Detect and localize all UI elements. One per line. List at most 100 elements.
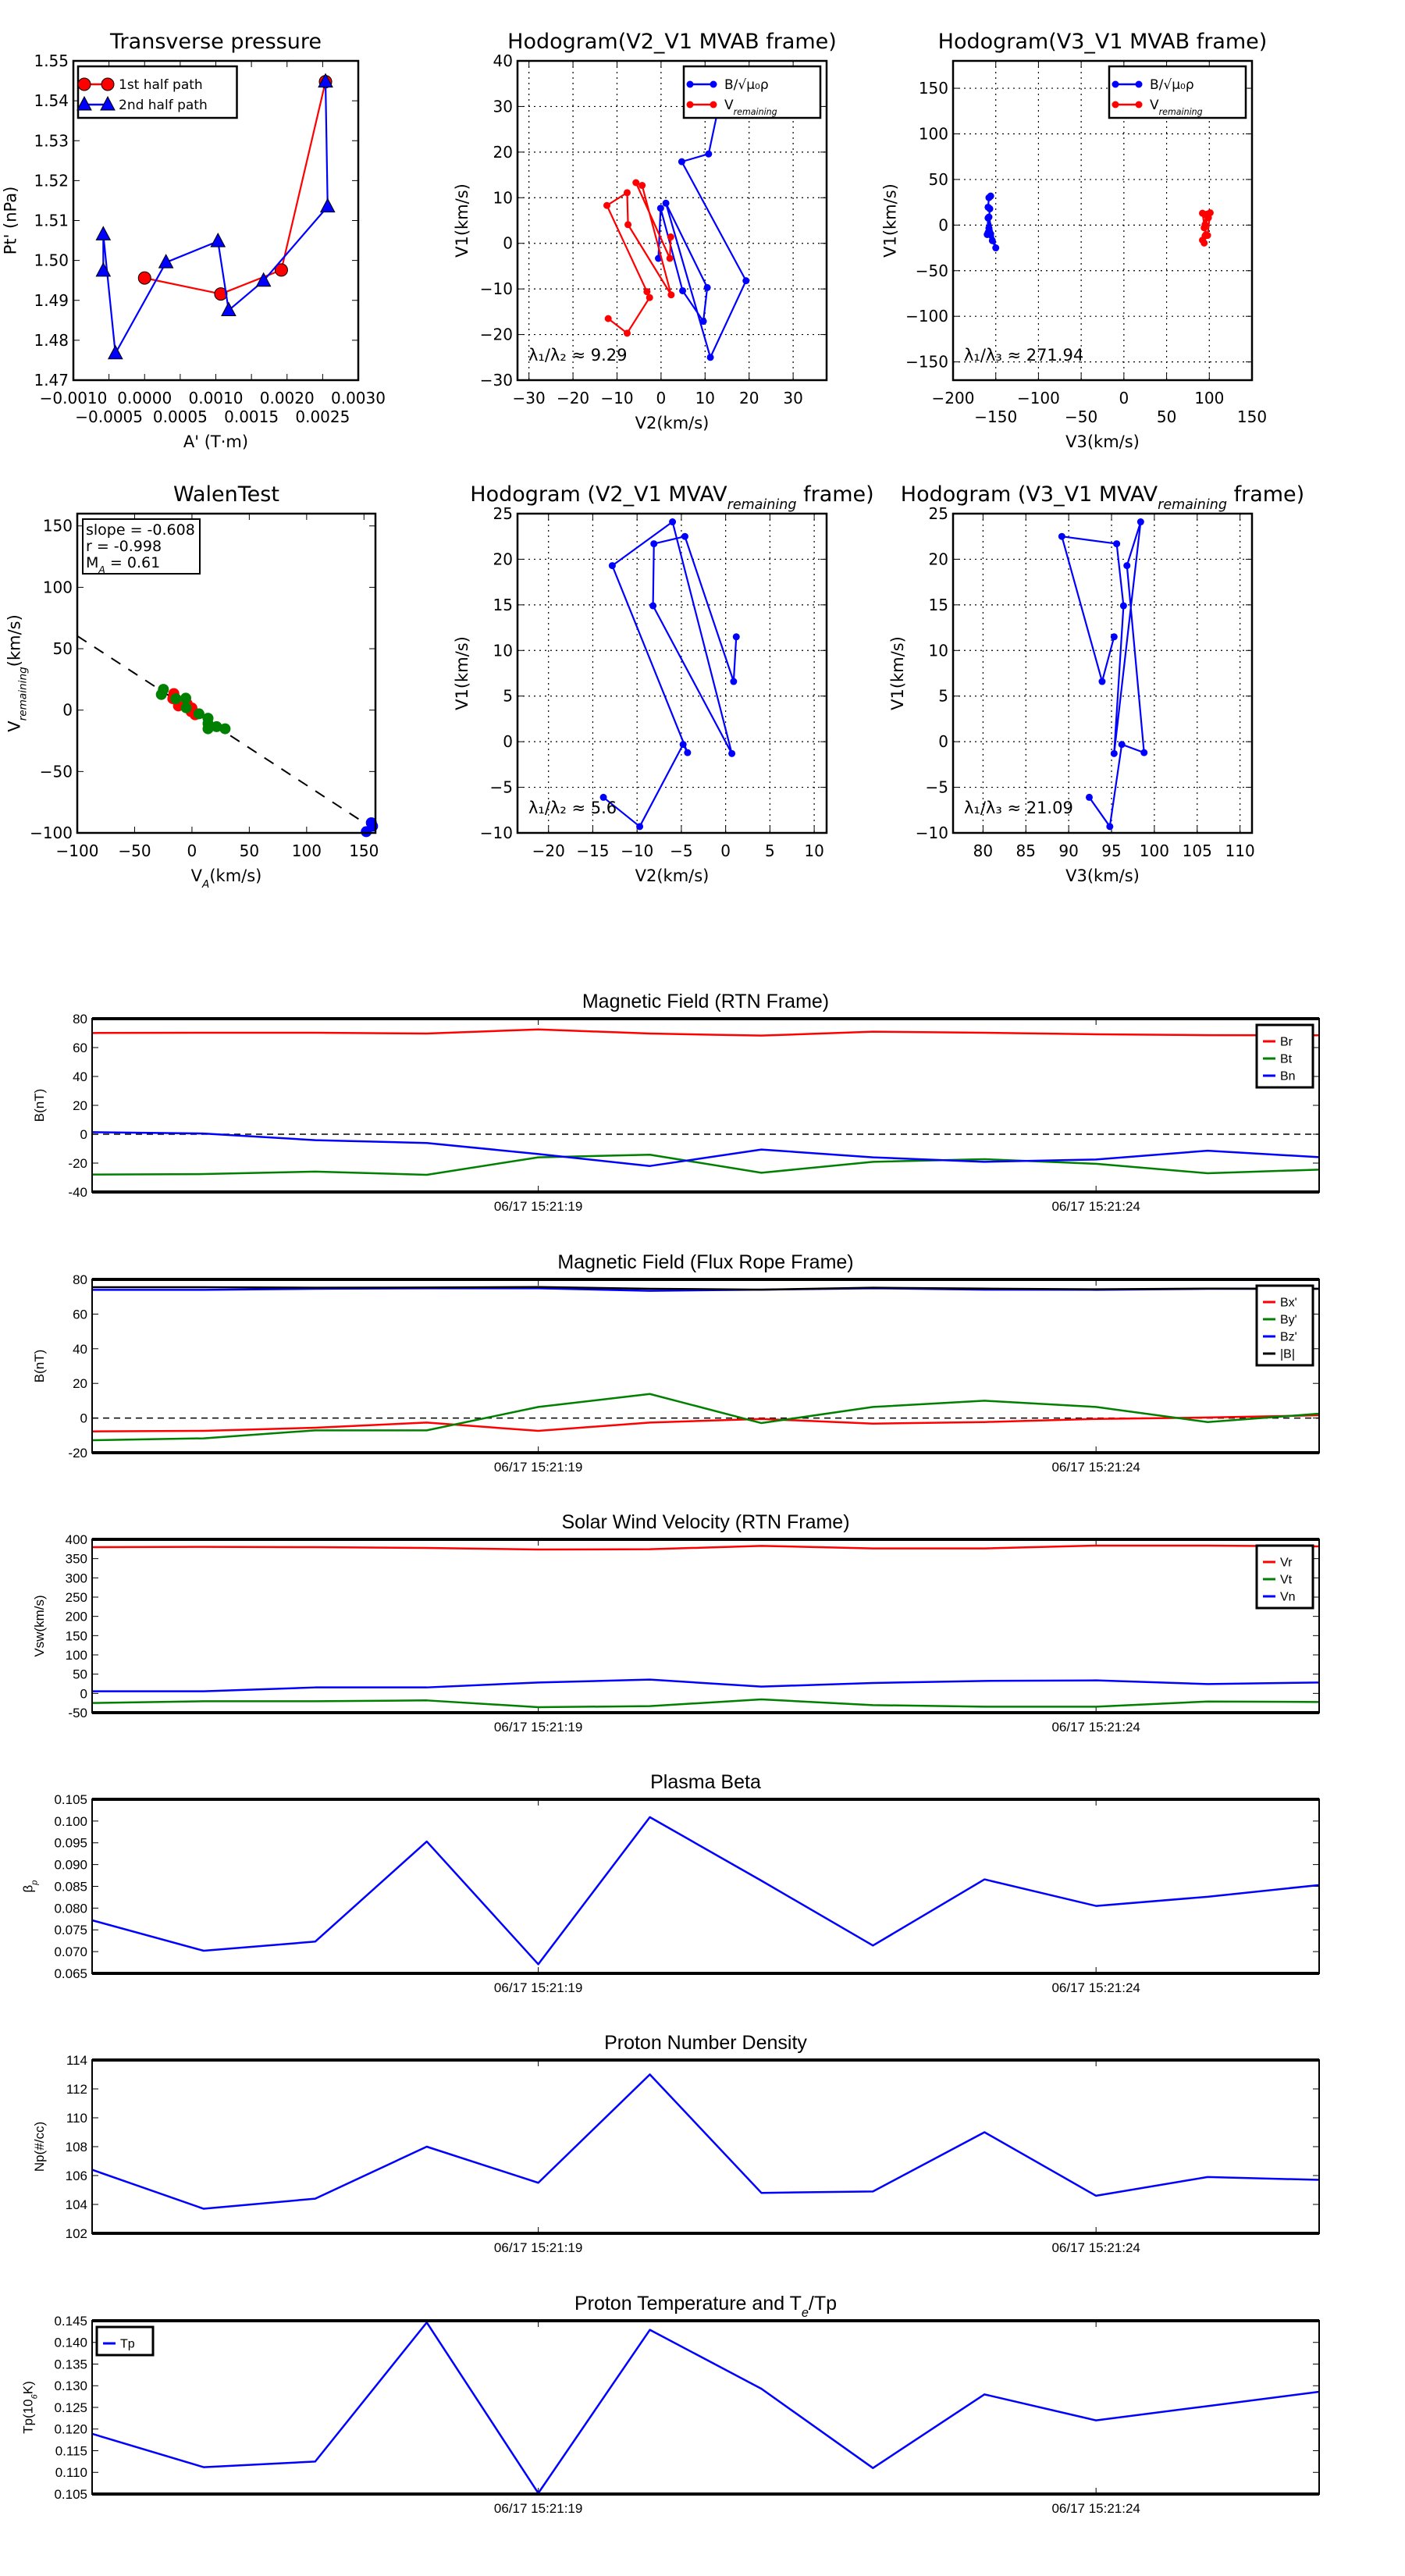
data-point <box>992 244 1000 252</box>
series-0 <box>984 192 1000 252</box>
y-axis-label: Np(#/cc) <box>32 2122 47 2172</box>
series-3 <box>92 1286 1320 1291</box>
x-tick-label: 50 <box>1157 407 1176 426</box>
data-point <box>624 221 632 229</box>
y-axis-label: V1(km/s) <box>888 636 907 710</box>
legend-marker <box>1112 101 1119 109</box>
data-point <box>1110 749 1118 757</box>
y-tick-label: 100 <box>43 578 73 596</box>
y-tick-label: 15 <box>493 596 513 614</box>
data-point <box>705 150 713 158</box>
x-tick-label: 30 <box>783 389 802 407</box>
legend-label-text: Vn <box>1280 1591 1296 1604</box>
y-tick-label: −150 <box>905 353 948 372</box>
chart-title-text: Hodogram(V3_V1 MVAB frame) <box>938 30 1268 54</box>
chart-title-suffix: frame) <box>1227 482 1304 507</box>
y-axis-label-text: Pt' (nPa) <box>1 187 20 255</box>
chart-title: Hodogram(V2_V1 MVAB frame) <box>507 30 837 54</box>
y-axis-label-text: Np(#/cc) <box>32 2122 47 2172</box>
x-axis-label-text: V <box>191 866 203 885</box>
y-tick-label: 0.130 <box>54 2379 87 2393</box>
legend-label-text: Bx' <box>1280 1297 1297 1310</box>
series-line <box>603 521 738 827</box>
y-tick-label: 0.095 <box>54 1836 87 1851</box>
y-axis-label-text: V1(km/s) <box>453 183 471 258</box>
data-point <box>732 633 740 641</box>
data-point <box>1106 823 1114 831</box>
y-axis-label: Tp(106K) <box>20 2381 39 2434</box>
legend-marker <box>686 101 694 109</box>
data-point <box>1098 678 1106 685</box>
x-tick-label: −50 <box>118 841 151 860</box>
y-tick-label: 0.110 <box>55 2465 87 2480</box>
series-line <box>91 1154 1320 1176</box>
legend-label: Tp <box>120 2338 135 2351</box>
data-point <box>210 233 226 247</box>
plot-frame <box>516 512 828 834</box>
x-tick-label: 100 <box>1194 389 1224 407</box>
data-point <box>170 693 182 705</box>
x-axis-label: A' (T·m) <box>183 432 248 451</box>
legend-box <box>1255 1544 1314 1610</box>
y-tick-label: 40 <box>493 52 513 70</box>
chart-title-subscript: remaining <box>727 497 797 513</box>
data-point <box>158 684 169 696</box>
eigenvalue-ratio-annotation: λ₁/λ₂ ≈ 9.29 <box>528 346 627 365</box>
data-point <box>669 518 677 526</box>
x-tick-label: −20 <box>557 389 589 407</box>
legend-label-text: |B| <box>1280 1348 1295 1361</box>
x-tick-label: 85 <box>1016 841 1036 860</box>
y-tick-label: 0.100 <box>54 1814 87 1829</box>
series-1 <box>91 1154 1320 1176</box>
legend-marker <box>710 101 717 109</box>
x-tick-label: 0 <box>656 389 667 407</box>
x-tick-label: 105 <box>1183 841 1212 860</box>
y-tick-label: 150 <box>66 1628 87 1643</box>
y-tick-label: 106 <box>66 2169 87 2183</box>
y-tick-label: −10 <box>480 279 513 298</box>
x-tick-label: 06/17 15:21:24 <box>1051 1460 1140 1475</box>
legend-marker <box>77 77 91 91</box>
data-point <box>699 318 707 326</box>
y-tick-label: 1.49 <box>34 291 69 310</box>
data-point <box>1200 239 1208 247</box>
legend-entry: Vt <box>1263 1574 1293 1587</box>
y-tick-label: 0 <box>938 732 948 751</box>
chart-title-subscript: remaining <box>1158 497 1227 513</box>
stats-line-text: slope = -0.608 <box>86 521 195 539</box>
x-axis-label: VA(km/s) <box>191 866 262 891</box>
legend-marker <box>710 80 717 88</box>
plot-frame <box>91 2320 1320 2495</box>
x-tick-label: 0.0025 <box>295 407 350 426</box>
y-tick-label: 80 <box>73 1012 87 1026</box>
series-0 <box>599 518 740 831</box>
y-tick-label: 0 <box>503 234 513 253</box>
solar-wind-velocity-chart: 06/17 15:21:19 06/17 15:21:24 -50 0 50 100 150… <box>32 1511 1320 1735</box>
x-tick-label: −0.0005 <box>75 407 143 426</box>
x-tick-label: 06/17 15:21:19 <box>494 1460 582 1475</box>
x-tick-label: 0.0020 <box>260 389 315 407</box>
data-point <box>137 271 151 285</box>
chart-title-text: Proton Number Density <box>604 2032 807 2054</box>
stats-line: MA = 0.61 <box>86 554 160 575</box>
x-tick-label: 95 <box>1101 841 1121 860</box>
x-tick-label: −15 <box>576 841 609 860</box>
data-point <box>666 254 674 262</box>
data-point <box>636 823 644 831</box>
y-tick-label: 0.080 <box>54 1901 87 1916</box>
y-tick-label: −10 <box>480 824 513 842</box>
y-axis-label-text: V1(km/s) <box>880 183 899 258</box>
x-tick-label: 0.0000 <box>117 389 172 407</box>
y-tick-label: 112 <box>66 2082 87 2097</box>
y-tick-label: 20 <box>493 550 513 568</box>
x-tick-label: 100 <box>1140 841 1169 860</box>
legend-marker <box>101 77 115 91</box>
legend-label: B/√μ₀ρ <box>1150 77 1194 93</box>
stats-line: r = -0.998 <box>86 538 162 555</box>
x-axis-label-text: V2(km/s) <box>635 414 710 432</box>
legend-marker <box>1135 80 1143 88</box>
x-axis-label-text: V3(km/s) <box>1065 432 1140 451</box>
y-tick-label: 20 <box>73 1098 87 1113</box>
y-tick-label: 100 <box>66 1648 87 1663</box>
plot-frame <box>91 1279 1320 1453</box>
